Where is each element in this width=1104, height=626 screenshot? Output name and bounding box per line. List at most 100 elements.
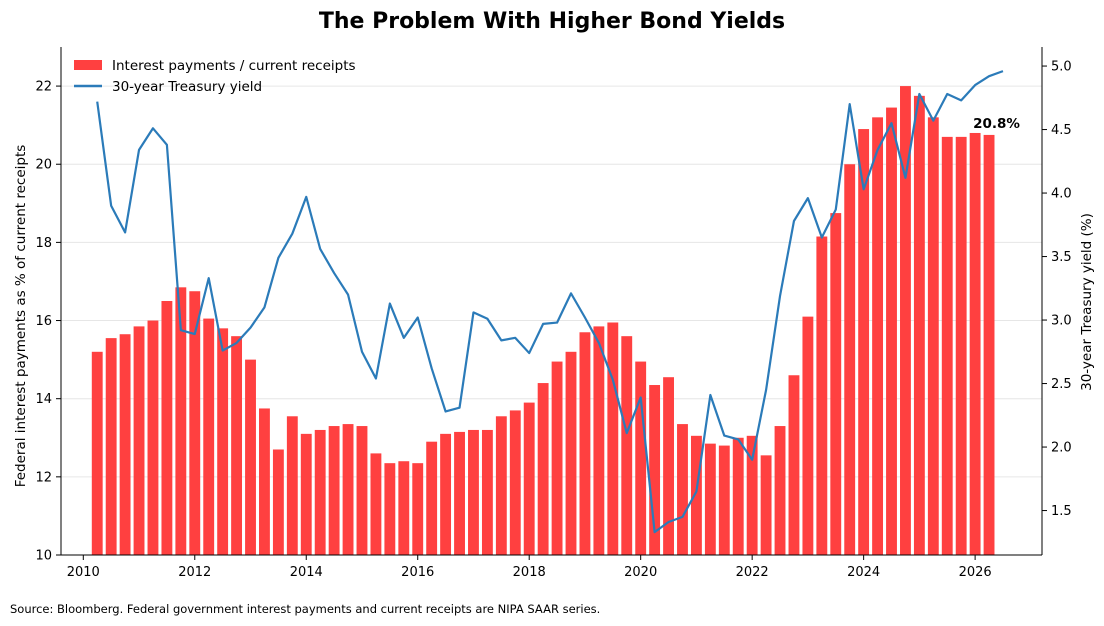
bar-51 <box>802 316 814 555</box>
x-tick-label-6: 2022 <box>736 565 769 580</box>
annotation-0: 20.8% <box>973 116 1020 132</box>
bar-31 <box>523 402 535 555</box>
y-left-tick-label-5: 20 <box>35 158 52 173</box>
bar-29 <box>495 416 507 555</box>
legend-label-yield: 30-year Treasury yield <box>112 79 262 95</box>
bar-6 <box>175 287 187 555</box>
bar-39 <box>635 361 647 555</box>
bar-38 <box>621 336 633 555</box>
bar-59 <box>913 95 925 555</box>
bar-46 <box>732 437 744 555</box>
bar-32 <box>537 383 549 555</box>
bar-1 <box>105 338 117 555</box>
bar-20 <box>370 453 382 555</box>
bar-43 <box>690 435 702 555</box>
bar-37 <box>607 322 619 555</box>
chart-title: The Problem With Higher Bond Yields <box>319 9 785 34</box>
bar-61 <box>941 136 953 555</box>
bar-58 <box>900 86 911 555</box>
bar-18 <box>342 424 354 555</box>
bar-57 <box>886 107 897 555</box>
x-tick-label-5: 2020 <box>624 565 657 580</box>
bar-40 <box>649 385 661 555</box>
bar-49 <box>774 426 786 555</box>
line-series <box>96 70 1004 534</box>
bar-23 <box>412 463 424 555</box>
bar-53 <box>830 213 842 555</box>
bar-7 <box>189 291 201 555</box>
bar-64 <box>983 134 995 556</box>
legend-label-interest: Interest payments / current receipts <box>112 58 356 74</box>
bar-9 <box>217 328 229 555</box>
y-right-tick-label-0: 1.5 <box>1051 504 1072 519</box>
bar-45 <box>718 445 730 555</box>
source-note: Source: Bloomberg. Federal government in… <box>10 602 600 616</box>
y-right-tick-label-1: 2.0 <box>1051 441 1072 456</box>
y-left-tick-label-3: 16 <box>35 314 52 329</box>
x-tick-label-7: 2024 <box>847 565 880 580</box>
bar-0 <box>91 351 103 555</box>
bar-24 <box>426 441 438 555</box>
bar-series <box>91 86 995 556</box>
y-right-tick-label-6: 4.5 <box>1051 123 1072 138</box>
bar-12 <box>259 408 270 555</box>
bar-13 <box>272 449 284 555</box>
y-right-tick-label-4: 3.5 <box>1051 250 1072 265</box>
tick-labels: 2010 2012 2014 2016 2018 2020 2022 2024 20261012… <box>35 60 1071 580</box>
y-axis-right-label: 30-year Treasury yield (%) <box>1079 213 1095 391</box>
bar-22 <box>398 461 410 555</box>
bar-63 <box>969 132 981 555</box>
x-tick-label-1: 2012 <box>178 565 211 580</box>
x-tick-label-4: 2018 <box>513 565 546 580</box>
bar-5 <box>161 301 173 555</box>
bar-8 <box>203 318 215 555</box>
bar-4 <box>147 320 159 555</box>
bar-11 <box>245 359 256 555</box>
bar-17 <box>328 426 340 555</box>
bar-56 <box>872 117 884 555</box>
bar-35 <box>579 332 591 555</box>
axes <box>56 47 1047 560</box>
bar-33 <box>551 361 563 555</box>
bar-26 <box>454 431 465 555</box>
x-tick-label-2: 2014 <box>290 565 323 580</box>
bar-60 <box>927 117 939 555</box>
bar-10 <box>231 336 243 555</box>
legend-bar-swatch <box>74 60 102 70</box>
bar-19 <box>356 426 368 555</box>
bar-62 <box>955 136 967 555</box>
bar-50 <box>788 375 800 555</box>
bar-34 <box>565 351 577 555</box>
annotations: 20.8% <box>973 116 1020 132</box>
y-right-tick-label-2: 2.5 <box>1051 377 1072 392</box>
bar-36 <box>593 326 605 555</box>
bar-21 <box>384 463 396 555</box>
bar-3 <box>133 326 145 555</box>
bar-2 <box>119 334 131 555</box>
legend: Interest payments / current receipts 30-… <box>74 58 356 95</box>
x-tick-label-8: 2026 <box>959 565 992 580</box>
bar-27 <box>468 429 479 555</box>
y-left-tick-label-0: 10 <box>35 549 52 564</box>
bar-47 <box>746 435 758 555</box>
x-tick-label-3: 2016 <box>401 565 434 580</box>
y-left-tick-label-2: 14 <box>35 392 52 407</box>
x-tick-label-0: 2010 <box>67 565 100 580</box>
bar-28 <box>481 429 493 555</box>
y-right-tick-label-3: 3.0 <box>1051 314 1072 329</box>
bar-15 <box>300 433 312 555</box>
y-left-tick-label-6: 22 <box>35 80 52 95</box>
y-left-tick-label-4: 18 <box>35 236 52 251</box>
y-left-tick-label-1: 12 <box>35 470 52 485</box>
bar-14 <box>286 416 298 555</box>
bar-55 <box>858 129 870 555</box>
y-right-tick-label-7: 5.0 <box>1051 60 1072 75</box>
bar-52 <box>816 236 828 555</box>
bar-44 <box>704 443 716 555</box>
y-right-tick-label-5: 4.0 <box>1051 187 1072 202</box>
y-axis-left-label: Federal interest payments as % of curren… <box>13 145 29 488</box>
bar-25 <box>440 433 452 555</box>
bar-16 <box>314 429 326 555</box>
bar-54 <box>844 164 856 556</box>
